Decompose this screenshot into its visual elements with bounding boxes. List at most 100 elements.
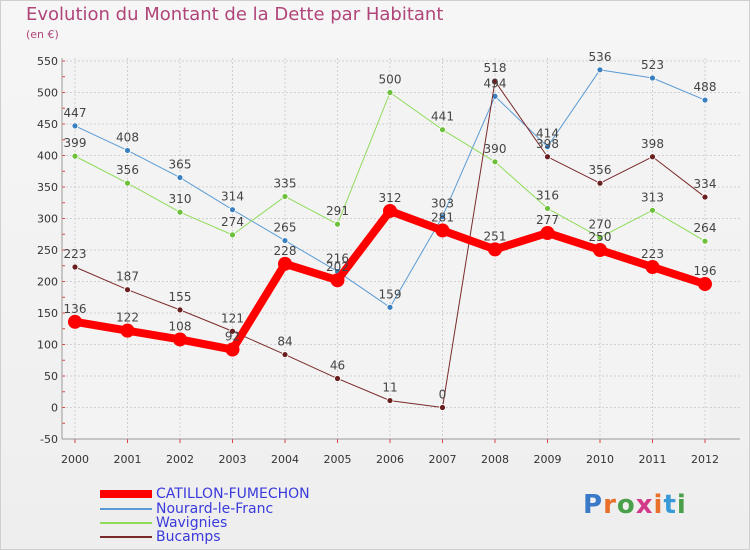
data-label-nourard-le-franc: 414 xyxy=(536,127,559,141)
x-tick-label: 2003 xyxy=(219,453,247,466)
data-label-wavignies: 316 xyxy=(536,188,559,202)
data-label-catillon-fumechon: 312 xyxy=(379,191,402,205)
y-tick-label: -50 xyxy=(40,433,58,446)
data-point-nourard-le-franc xyxy=(229,206,236,214)
data-point-bucamps xyxy=(71,263,79,271)
data-label-bucamps: 0 xyxy=(439,388,447,402)
data-label-wavignies: 441 xyxy=(431,110,454,124)
data-point-wavignies xyxy=(229,231,236,239)
legend-item: Bucamps xyxy=(100,530,221,544)
data-point-nourard-le-franc xyxy=(124,147,131,154)
data-point-bucamps xyxy=(701,193,709,201)
logo-letter: o xyxy=(616,490,636,520)
x-tick-label: 2010 xyxy=(586,453,614,466)
data-label-nourard-le-franc: 447 xyxy=(64,106,87,120)
data-point-bucamps xyxy=(649,153,656,161)
legend-item: Wavignies xyxy=(100,516,227,530)
data-point-nourard-le-franc xyxy=(439,213,446,221)
data-point-catillon-fumechon xyxy=(173,332,187,347)
data-point-catillon-fumechon xyxy=(330,273,345,288)
data-point-catillon-fumechon xyxy=(225,342,240,357)
data-point-nourard-le-franc xyxy=(71,122,79,130)
chart-axes: -50 0 50 100 150 200 250 300 350 400 450 500 550 2000… xyxy=(37,55,740,466)
x-tick-label: 2012 xyxy=(691,453,719,466)
data-label-bucamps: 121 xyxy=(221,311,244,325)
data-point-bucamps xyxy=(176,306,184,314)
data-label-bucamps: 155 xyxy=(169,290,192,304)
x-tick-label: 2004 xyxy=(271,453,299,466)
logo-letter: t xyxy=(663,490,677,520)
data-label-nourard-le-franc: 523 xyxy=(641,58,664,72)
data-point-catillon-fumechon xyxy=(488,242,502,257)
data-point-nourard-le-franc xyxy=(701,96,709,104)
y-tick-label: 150 xyxy=(37,307,58,320)
x-tick-label: 2001 xyxy=(114,453,142,466)
data-label-wavignies: 310 xyxy=(169,192,192,206)
data-point-catillon-fumechon xyxy=(120,323,135,338)
data-point-bucamps xyxy=(386,397,394,404)
chart-data-labels: 447 408 365 314 265 216 159 303 494 414 536 523 488 3… xyxy=(64,50,717,402)
data-point-catillon-fumechon xyxy=(540,225,555,240)
data-label-wavignies: 274 xyxy=(221,215,244,229)
data-point-nourard-le-franc xyxy=(544,143,551,151)
data-label-nourard-le-franc: 303 xyxy=(431,197,454,211)
logo-letter: i xyxy=(653,490,664,520)
data-label-catillon-fumechon: 108 xyxy=(169,319,192,333)
legend-label: Bucamps xyxy=(156,529,221,545)
data-point-wavignies xyxy=(649,206,656,214)
data-label-wavignies: 500 xyxy=(379,73,402,87)
legend-item: CATILLON-FUMECHON xyxy=(100,487,310,501)
legend-label: Nourard-le-Franc xyxy=(156,501,274,517)
data-label-nourard-le-franc: 314 xyxy=(221,190,244,204)
legend-swatch xyxy=(100,522,152,524)
data-point-bucamps xyxy=(596,179,604,187)
y-tick-label: 550 xyxy=(37,55,58,68)
legend-label: CATILLON-FUMECHON xyxy=(156,486,310,502)
data-label-nourard-le-franc: 159 xyxy=(379,287,402,301)
data-label-bucamps: 398 xyxy=(641,137,664,151)
data-point-wavignies xyxy=(71,152,79,160)
y-tick-label: 300 xyxy=(37,213,58,226)
data-point-wavignies xyxy=(701,237,709,245)
data-point-bucamps xyxy=(229,327,236,335)
data-point-wavignies xyxy=(439,126,446,134)
proxiti-logo: Proxiti xyxy=(583,490,687,520)
data-label-catillon-fumechon: 281 xyxy=(431,210,454,224)
data-label-bucamps: 187 xyxy=(116,270,139,284)
logo-letter: i xyxy=(676,490,687,520)
data-label-wavignies: 356 xyxy=(116,163,139,177)
data-point-catillon-fumechon xyxy=(383,203,397,218)
data-label-catillon-fumechon: 136 xyxy=(64,302,87,316)
legend-item: Nourard-le-Franc xyxy=(100,502,273,516)
data-point-wavignies xyxy=(334,220,341,228)
x-tick-label: 2007 xyxy=(429,453,457,466)
data-label-catillon-fumechon: 277 xyxy=(536,213,559,227)
y-tick-label: 350 xyxy=(37,181,58,194)
data-point-nourard-le-franc xyxy=(596,66,604,74)
data-label-catillon-fumechon: 250 xyxy=(589,230,612,244)
data-point-wavignies xyxy=(544,205,551,212)
data-label-bucamps: 46 xyxy=(330,359,345,373)
data-label-bucamps: 398 xyxy=(536,137,559,151)
data-point-catillon-fumechon xyxy=(68,314,82,329)
data-point-catillon-fumechon xyxy=(593,243,607,257)
data-label-bucamps: 334 xyxy=(694,177,717,191)
data-label-bucamps: 223 xyxy=(64,247,87,261)
data-label-nourard-le-franc: 536 xyxy=(589,50,612,64)
data-label-nourard-le-franc: 488 xyxy=(694,80,717,94)
data-point-bucamps xyxy=(281,351,289,358)
y-tick-label: 400 xyxy=(37,150,58,163)
data-point-bucamps xyxy=(439,404,446,411)
data-point-bucamps xyxy=(491,77,499,85)
data-label-bucamps: 518 xyxy=(484,61,507,75)
data-label-nourard-le-franc: 408 xyxy=(116,130,139,144)
data-label-catillon-fumechon: 228 xyxy=(274,244,297,258)
legend-label: Wavignies xyxy=(156,515,228,531)
data-label-catillon-fumechon: 223 xyxy=(641,247,664,261)
y-tick-label: 450 xyxy=(37,118,58,131)
data-label-catillon-fumechon: 122 xyxy=(116,311,139,325)
data-label-catillon-fumechon: 251 xyxy=(484,229,507,243)
y-tick-label: 0 xyxy=(51,402,58,415)
data-label-nourard-le-franc: 365 xyxy=(169,158,192,172)
